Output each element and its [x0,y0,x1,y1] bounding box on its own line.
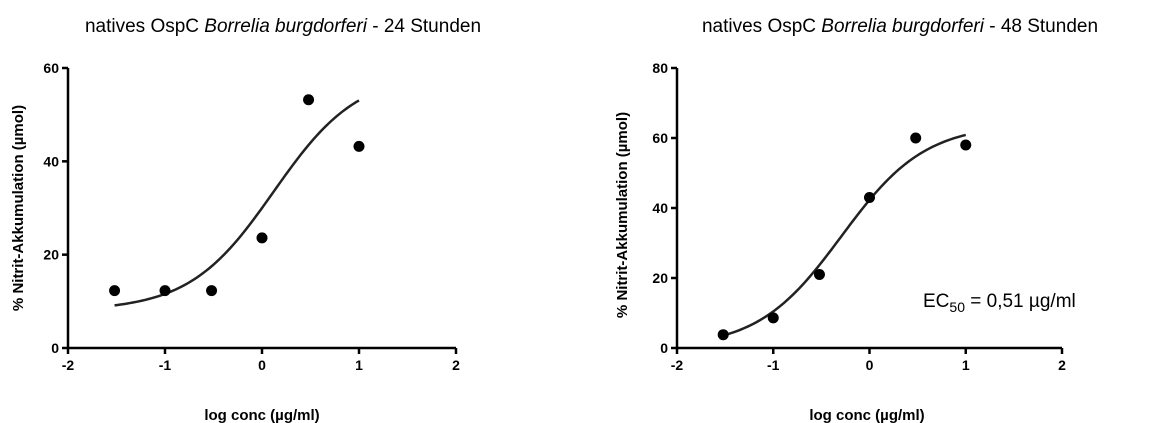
data-point [864,192,875,203]
ec50-annotation: EC50 = 0,51 µg/ml [923,291,1076,315]
y-axis-label: % Nitrit-Akkumulation (µmol) [10,105,27,311]
data-point [960,139,972,151]
data-point [353,140,365,152]
x-tick-label: -2 [671,357,684,373]
y-tick-label: 80 [652,60,668,76]
chart-title: natives OspC Borrelia burgdorferi - 48 S… [702,16,1098,37]
x-tick-label: -2 [62,357,75,373]
x-tick-label: -1 [159,357,172,373]
y-tick-label: 20 [43,247,59,263]
y-tick-label: 40 [652,200,668,216]
data-point [910,132,922,144]
plot-area: 0 20 40 60 80 -2 -1 0 1 2 [652,60,1066,373]
x-tick-label: 2 [452,357,460,373]
y-tick-label: 40 [43,153,59,169]
y-tick-label: 60 [43,60,59,76]
x-tick-label: 1 [962,357,970,373]
data-point [109,285,121,297]
data-point [206,285,218,297]
y-tick-label: 0 [51,340,59,356]
data-point [767,312,779,324]
y-axis-label: % Nitrit-Akkumulation (µmol) [614,112,631,318]
x-tick-label: -1 [767,357,780,373]
chart-panel-24h: natives OspC Borrelia burgdorferi - 24 S… [0,0,580,423]
plot-area: 0 20 40 60 -2 -1 0 1 2 [43,60,460,373]
x-tick-label: 1 [355,357,363,373]
y-tick-label: 60 [652,130,668,146]
x-tick-label: 2 [1058,357,1066,373]
chart-panel-48h: natives OspC Borrelia burgdorferi - 48 S… [581,0,1161,423]
chart-title: natives OspC Borrelia burgdorferi - 24 S… [85,16,481,37]
y-tick-label: 20 [652,270,668,286]
fit-curve [722,133,967,337]
data-point [717,329,729,341]
fit-curve [114,99,360,307]
x-axis-label: log conc (µg/ml) [809,407,924,423]
data-point [256,232,268,244]
data-point [303,94,315,106]
data-point [813,269,825,280]
x-tick-label: 0 [258,357,266,373]
data-point [159,285,171,297]
chart-svg-48h: natives OspC Borrelia burgdorferi - 48 S… [614,16,1098,423]
chart-svg-24h: natives OspC Borrelia burgdorferi - 24 S… [10,16,481,423]
x-tick-label: 0 [866,357,874,373]
y-tick-label: 0 [660,340,668,356]
x-axis-label: log conc (µg/ml) [204,407,319,423]
